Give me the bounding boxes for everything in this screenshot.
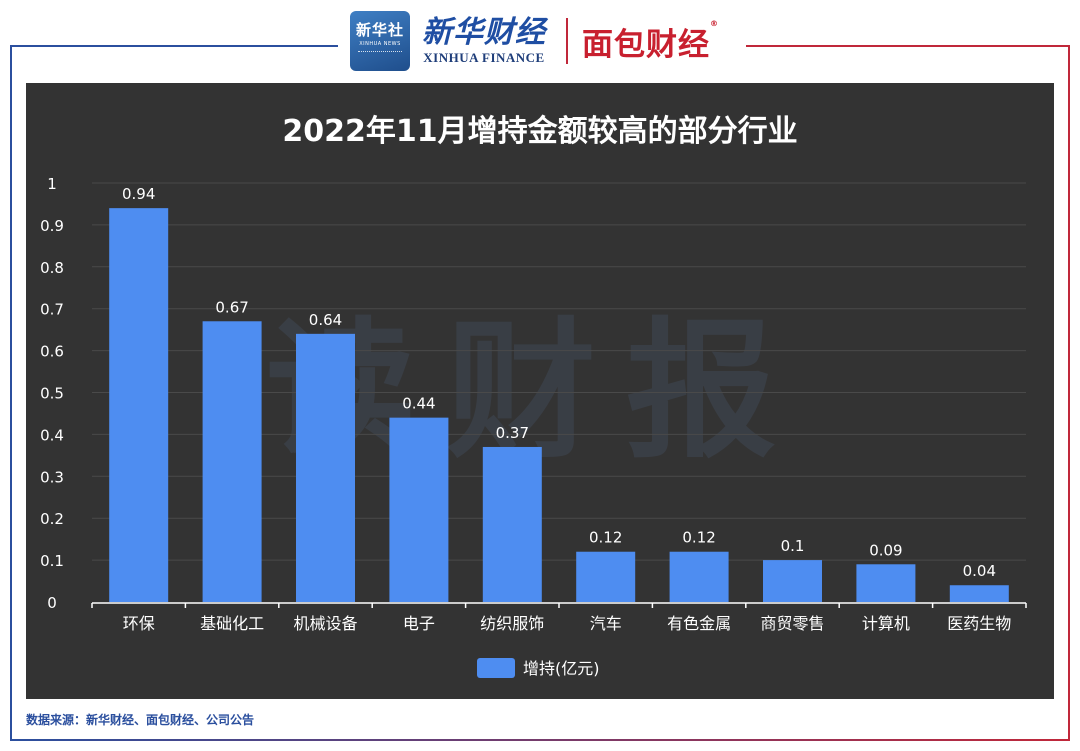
- bar-value-label: 0.1: [781, 537, 805, 555]
- y-tick-label: 0.9: [40, 217, 64, 235]
- x-category-label: 有色金属: [667, 614, 731, 633]
- axis-layer: 0 0.1 0.2 0.3 0.4 0.5 0.6 0.7 0.8 0.9 1 环保 基础化工 机械设备 电…: [40, 175, 1027, 633]
- y-tick-label: 0.8: [40, 259, 64, 277]
- y-tick-label: 0.1: [40, 552, 64, 570]
- chart-title: 2022年11月增持金额较高的部分行业: [282, 114, 797, 149]
- bar: [669, 551, 729, 602]
- x-category-label: 汽车: [590, 614, 622, 633]
- bar-value-label: 0.12: [589, 529, 622, 547]
- xinhua-finance-logo: 新华财经 XINHUA FINANCE: [422, 16, 546, 66]
- bar-value-label: 0.94: [122, 185, 155, 203]
- data-source-note: 数据来源：新华财经、面包财经、公司公告: [26, 713, 255, 727]
- x-category-label: 医药生物: [947, 614, 1011, 633]
- x-category-label: 计算机: [862, 614, 910, 633]
- xinhua-badge-pattern: [358, 51, 402, 66]
- logo-divider: [566, 18, 568, 64]
- bar-value-label: 0.12: [682, 529, 715, 547]
- bar: [389, 417, 449, 602]
- bar-layer: 0.94 0.67 0.64 0.44 0.37 0.12 0.12 0.1 0.09 0.04: [109, 185, 1009, 602]
- bar: [763, 560, 822, 602]
- bar-value-label: 0.64: [309, 311, 342, 329]
- y-tick-label: 0.5: [40, 385, 64, 403]
- bar: [296, 333, 355, 602]
- frame-left-line: [10, 45, 12, 740]
- bar: [576, 551, 636, 602]
- bar-value-label: 0.09: [869, 541, 902, 559]
- bar-value-label: 0.67: [215, 298, 248, 316]
- x-category-label: 电子: [403, 614, 435, 633]
- y-tick-label: 0.3: [40, 468, 64, 486]
- y-tick-label: 1: [47, 175, 57, 193]
- xinhua-finance-en: XINHUA FINANCE: [423, 50, 545, 65]
- bar-chart: 读财报 2022年11月增持金额较高的部分行业 00.10.20.30.40.5…: [40, 114, 1027, 678]
- y-tick-label: 0.7: [40, 301, 64, 319]
- bar: [856, 564, 916, 602]
- x-category-label: 环保: [123, 614, 155, 633]
- chart-panel: 读财报 2022年11月增持金额较高的部分行业 0 0.1 0.2 0.3 0.4 0.5…: [26, 83, 1054, 699]
- bar-value-label: 0.44: [402, 395, 435, 413]
- frame-top-left-line: [10, 45, 338, 47]
- mianbao-logo-text: 面包财经: [582, 26, 710, 63]
- x-category-label: 基础化工: [200, 614, 264, 633]
- bar: [109, 208, 169, 602]
- xinhua-news-logo: 新华社 XINHUA NEWS: [350, 11, 410, 71]
- legend-swatch: [477, 658, 515, 678]
- x-category-label: 商贸零售: [760, 614, 824, 633]
- bar-value-label: 0.04: [963, 562, 996, 580]
- xinhua-finance-cn: 新华财经: [422, 15, 546, 50]
- bar-value-label: 0.37: [496, 424, 529, 442]
- frame-right-line: [1068, 45, 1070, 740]
- bar: [949, 585, 1009, 602]
- legend[interactable]: 增持(亿元): [477, 658, 600, 678]
- bar: [482, 446, 542, 602]
- x-category-label: 纺织服饰: [480, 614, 544, 633]
- legend-label: 增持(亿元): [523, 659, 600, 678]
- x-category-label: 机械设备: [293, 614, 357, 633]
- y-tick-label: 0.6: [40, 343, 64, 361]
- frame-top-right-line: [746, 45, 1070, 47]
- y-tick-label: 0.4: [40, 426, 64, 444]
- frame-bottom-line: [10, 739, 1070, 741]
- mianbao-finance-logo: 面包财经®: [582, 19, 719, 64]
- y-tick-label: 0: [47, 594, 57, 612]
- xinhua-badge-en: XINHUA NEWS: [359, 41, 401, 47]
- bar: [202, 321, 262, 602]
- xinhua-badge-cn: 新华社: [355, 21, 404, 39]
- header-logos: 新华社 XINHUA NEWS 新华财经 XINHUA FINANCE 面包财经…: [350, 8, 740, 74]
- y-tick-label: 0.2: [40, 510, 64, 528]
- registered-mark-icon: ®: [710, 18, 719, 28]
